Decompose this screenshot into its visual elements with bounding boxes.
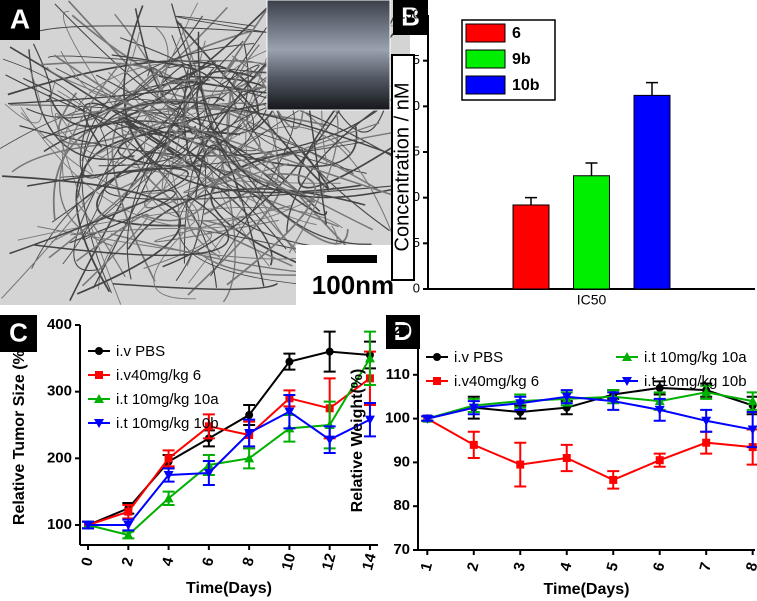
y-tick-label: 100	[47, 516, 72, 533]
y-axis-label: Relative Tumor Size (%)	[11, 345, 28, 525]
scale-bar-label: 100nm	[312, 270, 394, 300]
marker	[516, 461, 524, 469]
marker	[285, 358, 293, 366]
legend-label: i.t 10mg/kg 10a	[116, 391, 219, 408]
legend-marker	[95, 347, 103, 355]
marker	[326, 348, 334, 356]
y-tick-label: 110	[386, 366, 410, 383]
x-tick-label: 4	[557, 560, 576, 573]
legend-label: i.v PBS	[116, 343, 165, 360]
marker	[656, 456, 664, 464]
y-tick-label: 100	[385, 410, 410, 427]
marker	[563, 454, 571, 462]
marker	[702, 439, 710, 447]
marker	[365, 416, 375, 425]
x-tick-label: 2	[119, 556, 138, 568]
figure: 100nm A B0255075100125150Concentration /…	[0, 0, 757, 601]
error-bar	[646, 83, 658, 96]
legend-label: 6	[512, 25, 521, 42]
x-tick-label: 6	[650, 561, 669, 573]
marker	[609, 476, 617, 484]
legend-label: i.v PBS	[454, 349, 503, 366]
y-tick-label: 70	[393, 541, 410, 558]
x-axis-label: Time(Days)	[544, 581, 630, 598]
legend-label: i.t 10mg/kg 10a	[644, 349, 747, 366]
marker	[124, 508, 132, 516]
legend-marker	[433, 377, 441, 385]
y-tick-label: 90	[393, 453, 410, 470]
legend-label: 9b	[512, 51, 531, 68]
x-axis-label: Time(Days)	[186, 580, 272, 597]
y-tick-label: 200	[47, 449, 72, 466]
x-tick-label: 7	[696, 561, 715, 573]
error-bar	[586, 163, 598, 176]
x-tick-label: 3	[510, 561, 529, 573]
x-tick-label: 8	[743, 561, 757, 573]
legend-swatch	[466, 76, 505, 94]
legend-swatch	[466, 24, 505, 42]
y-tick-label: 120	[385, 322, 410, 339]
x-tick-label: 2	[464, 561, 483, 573]
x-tick-label: 10	[279, 552, 300, 573]
x-tick-label: 14	[359, 551, 380, 572]
x-tick-label: 6	[199, 556, 218, 568]
legend-label: i.v40mg/kg 6	[454, 373, 539, 390]
legend-marker	[433, 353, 441, 361]
legend-marker	[95, 371, 103, 379]
legend-label: i.v40mg/kg 6	[116, 367, 201, 384]
marker	[325, 436, 335, 445]
x-tick-label: 0	[78, 556, 97, 568]
legend-label: 10b	[512, 77, 540, 94]
y-tick-label: 300	[47, 383, 72, 400]
y-tick-label: 150	[398, 6, 420, 21]
x-tick-label: 5	[603, 561, 622, 573]
bar	[574, 176, 610, 289]
legend-label: i.t 10mg/kg 10b	[644, 373, 747, 390]
y-tick-label: 400	[47, 316, 72, 333]
marker	[470, 441, 478, 449]
x-tick-label: 1	[417, 561, 436, 573]
x-tick-label: 4	[159, 555, 178, 568]
marker	[165, 454, 173, 462]
error-bar	[525, 198, 537, 205]
marker	[245, 411, 253, 419]
x-tick-label: 12	[319, 552, 340, 573]
legend-label: i.t 10mg/kg 10b	[116, 415, 219, 432]
panel-label: A	[10, 3, 30, 34]
vial-inset	[267, 0, 390, 110]
x-tick-label: 8	[239, 556, 258, 568]
y-axis-label: Concentration / nM	[391, 83, 413, 252]
y-tick-label: 0	[413, 280, 420, 295]
series-line	[427, 419, 752, 480]
x-tick-label: IC50	[577, 292, 607, 308]
scale-bar	[327, 255, 377, 263]
panel-label: C	[9, 317, 28, 347]
legend-swatch	[466, 50, 505, 68]
bar	[513, 205, 549, 289]
y-tick-label: 80	[393, 497, 410, 514]
y-axis-label: Relative Weight(%)	[349, 369, 366, 513]
bar	[634, 95, 670, 289]
